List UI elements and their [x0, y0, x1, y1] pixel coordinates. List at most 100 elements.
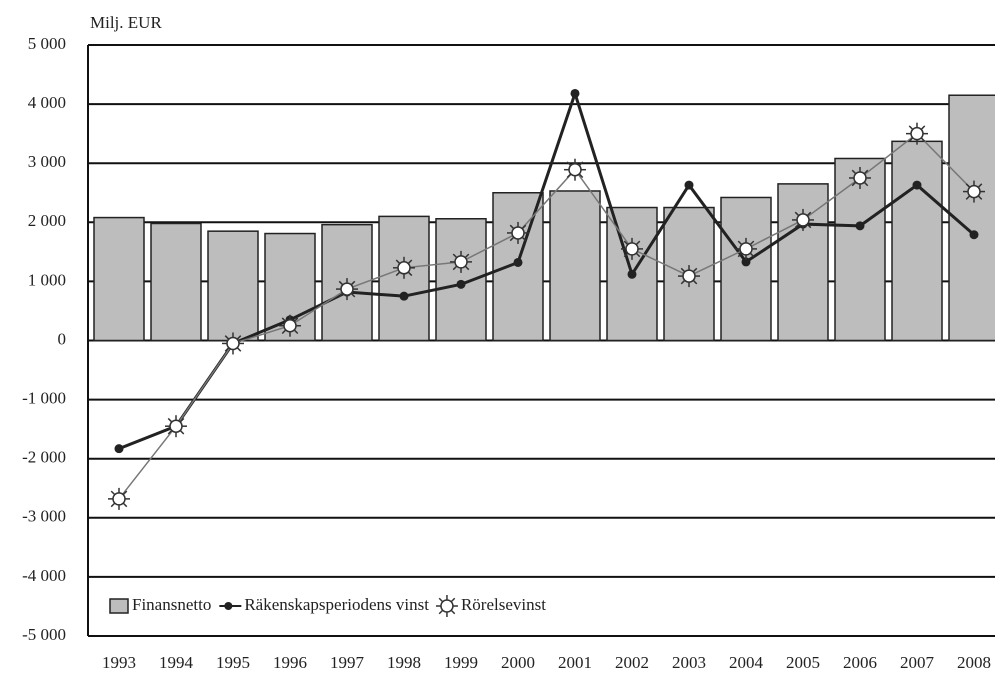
sun-core	[440, 599, 454, 613]
marker	[627, 269, 637, 279]
sun-marker	[564, 158, 586, 181]
sun-marker	[735, 237, 757, 260]
sun-ray	[635, 240, 641, 246]
sun-ray	[293, 317, 299, 323]
y-tick-label: -2 000	[22, 448, 66, 467]
sun-ray	[509, 236, 515, 242]
x-tick-label: 1994	[159, 653, 194, 672]
legend-label: Räkenskapsperiodens vinst	[244, 595, 429, 614]
legend-label: Rörelsevinst	[461, 595, 546, 614]
sun-ray	[578, 161, 584, 166]
sun-ray	[281, 329, 287, 335]
sun-ray	[965, 183, 971, 188]
marker	[456, 279, 466, 289]
sun-marker	[792, 208, 814, 231]
sun-ray	[407, 259, 413, 265]
line	[118, 132, 975, 500]
sun-ray	[509, 224, 515, 230]
sun-ray	[920, 125, 926, 130]
sun-ray	[908, 137, 914, 142]
sun-marker	[336, 278, 358, 301]
sun-ray	[395, 259, 401, 265]
sun-marker	[621, 237, 643, 260]
sun-ray	[464, 253, 470, 259]
sun-ray	[110, 490, 116, 496]
sun-ray	[338, 292, 344, 298]
sun-core	[169, 419, 183, 433]
line	[118, 88, 975, 451]
legend-swatch	[109, 598, 129, 614]
y-tick-label: -4 000	[22, 566, 66, 585]
sun-core	[910, 126, 924, 141]
sun-ray	[438, 609, 444, 615]
sun-marker	[393, 256, 415, 279]
sun-core	[682, 269, 696, 283]
sun-core	[397, 261, 411, 275]
sun-ray	[737, 240, 743, 246]
sun-ray	[863, 181, 869, 187]
sun-ray	[566, 161, 572, 166]
sun-ray	[236, 347, 242, 352]
bar	[891, 140, 943, 342]
marker	[741, 257, 751, 267]
bar	[720, 196, 772, 342]
sun-ray	[438, 597, 444, 603]
sun-ray	[122, 502, 128, 508]
sun-ray	[680, 267, 686, 273]
sun-ray	[122, 490, 128, 496]
bar	[93, 216, 145, 342]
sun-ray	[851, 181, 857, 187]
sun-ray	[680, 279, 686, 285]
sun-ray	[338, 280, 344, 286]
legend-swatch	[224, 602, 233, 610]
sun-marker	[906, 122, 928, 145]
bar	[549, 190, 601, 342]
y-tick-label: 0	[58, 329, 67, 348]
legend-label: Finansnetto	[132, 595, 211, 614]
sun-ray	[977, 195, 983, 200]
sun-ray	[692, 279, 698, 285]
sun-ray	[236, 335, 242, 340]
x-tick-label: 1998	[387, 653, 421, 672]
y-tick-label: 4 000	[28, 93, 66, 112]
sun-ray	[851, 169, 857, 175]
sun-ray	[464, 265, 470, 271]
sun-ray	[452, 265, 458, 271]
sun-ray	[623, 252, 629, 258]
sun-ray	[407, 271, 413, 277]
sun-ray	[224, 347, 230, 352]
bar	[207, 230, 259, 342]
sun-core	[112, 492, 126, 506]
sun-marker	[507, 221, 529, 244]
x-tick-label: 1993	[102, 653, 136, 672]
sun-ray	[179, 429, 185, 435]
sun-ray	[977, 183, 983, 188]
sun-core	[283, 318, 297, 333]
x-tick-label: 2002	[615, 653, 649, 672]
marker	[513, 257, 523, 267]
sun-ray	[578, 173, 584, 179]
sun-ray	[749, 240, 755, 246]
marker	[969, 230, 979, 240]
sun-ray	[566, 173, 572, 179]
marker	[114, 444, 124, 454]
sun-ray	[749, 252, 755, 258]
sun-ray	[863, 169, 869, 175]
x-tick-label: 2004	[729, 653, 764, 672]
sun-marker	[963, 180, 985, 203]
sun-core	[739, 242, 753, 256]
sun-ray	[350, 292, 356, 298]
sun-ray	[395, 271, 401, 277]
sun-core	[511, 226, 525, 240]
sun-core	[568, 162, 582, 177]
bar	[378, 215, 430, 342]
y-tick-label: -3 000	[22, 507, 66, 526]
marker	[855, 221, 865, 231]
sun-core	[853, 171, 867, 185]
x-tick-label: 2000	[501, 653, 535, 672]
marker	[570, 88, 580, 98]
sun-ray	[110, 502, 116, 508]
sun-ray	[965, 195, 971, 200]
